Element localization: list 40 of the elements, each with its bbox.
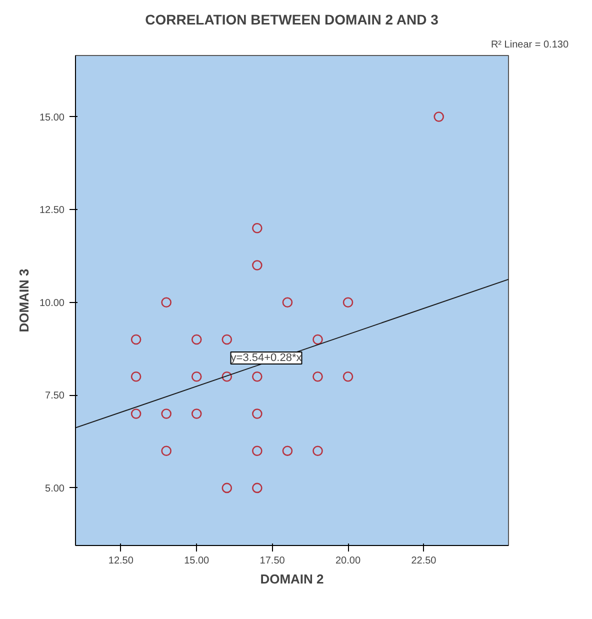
x-axis-title: DOMAIN 2 xyxy=(260,572,324,586)
point xyxy=(252,260,262,270)
point xyxy=(252,482,262,494)
point xyxy=(252,371,262,382)
y-tick-label: 10.00 xyxy=(39,298,65,309)
point xyxy=(312,334,323,345)
point xyxy=(282,297,293,308)
point xyxy=(161,297,172,308)
y-tick-label: 12.50 xyxy=(39,205,65,216)
text: R² Linear = 0.130 xyxy=(490,40,569,50)
x-tick-label: 20.00 xyxy=(336,556,361,566)
point xyxy=(191,334,202,345)
point xyxy=(252,446,262,456)
point xyxy=(282,446,293,456)
point xyxy=(222,371,232,382)
point xyxy=(191,408,202,419)
point xyxy=(130,371,142,382)
y-tick-label: 5.00 xyxy=(45,483,65,494)
point xyxy=(130,334,142,345)
x-tick-label: 15.00 xyxy=(184,556,210,566)
x-tick-label: 12.50 xyxy=(108,556,134,566)
point xyxy=(312,446,323,456)
y-tick-label: 7.50 xyxy=(45,390,65,402)
point xyxy=(434,112,444,122)
point xyxy=(222,334,232,345)
point xyxy=(161,408,172,419)
point xyxy=(252,408,262,419)
point xyxy=(130,408,142,419)
point xyxy=(342,371,354,382)
x-tick-label: 17.50 xyxy=(260,556,286,566)
y-axis-title: DOMAIN 3 xyxy=(16,268,32,332)
chart-title: CORRELATION BETWEEN DOMAIN 2 AND 3 xyxy=(145,12,439,28)
x-tick-label: 22.50 xyxy=(411,556,437,566)
point xyxy=(252,222,262,234)
point xyxy=(191,371,202,382)
point xyxy=(342,297,354,308)
y-tick-label: 15.00 xyxy=(39,112,65,124)
point xyxy=(222,482,232,494)
point xyxy=(312,371,323,382)
point xyxy=(161,446,172,456)
